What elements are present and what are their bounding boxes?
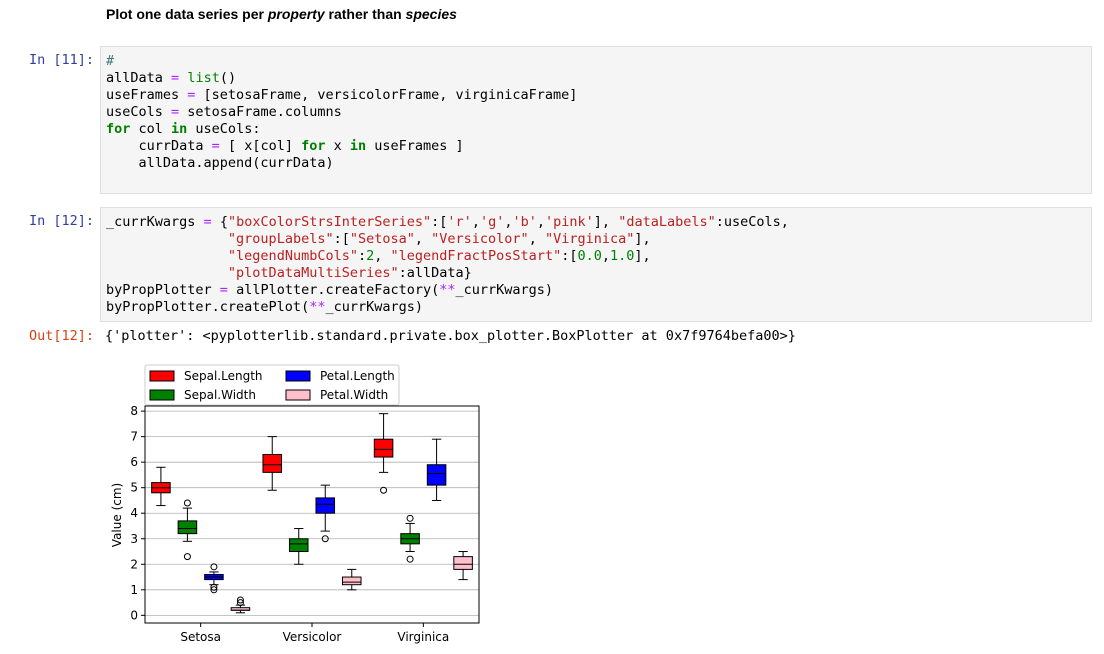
box <box>373 438 394 458</box>
box-petal-length <box>315 484 336 543</box>
cell-prompt: In [11]: <box>28 52 94 68</box>
x-tick-label: Virginica <box>397 630 449 644</box>
legend: Sepal.Length Sepal.Width Petal.Length Petal… <box>144 364 400 406</box>
box-sepal-length <box>151 466 171 507</box>
heading-emphasis: species <box>405 6 457 22</box>
heading-text: rather than <box>324 6 406 22</box>
legend-frame <box>144 364 400 406</box>
box-petal-length <box>204 563 224 594</box>
y-tick-label: 1 <box>130 583 138 597</box>
box-petal-length <box>426 438 447 501</box>
code-line: # <box>106 53 115 69</box>
gridlines <box>145 410 479 616</box>
legend-swatch <box>149 370 175 382</box>
section-heading: Plot one data series per property rather… <box>106 6 457 22</box>
box-sepal-width <box>177 499 198 561</box>
code-editor[interactable]: _currKwargs = {"boxColorStrsInterSeries"… <box>106 214 789 315</box>
box-petal-width <box>453 551 473 581</box>
axes-frame <box>144 405 480 624</box>
x-axis-ticks: Setosa Versicolor Virginica <box>180 623 449 644</box>
legend-label: Sepal.Width <box>184 388 256 402</box>
y-tick-label: 3 <box>130 532 138 546</box>
heading-emphasis: property <box>267 6 325 22</box>
outlier-point <box>406 514 414 522</box>
outlier-point <box>210 583 218 591</box>
output-text: {'plotter': <pyplotterlib.standard.priva… <box>105 328 796 344</box>
box <box>262 454 283 473</box>
outlier-point <box>210 563 218 571</box>
outlier-point <box>236 599 244 607</box>
x-tick-label: Versicolor <box>283 630 342 644</box>
y-tick-label: 2 <box>130 557 138 571</box>
box-plot-chart: 0 1 2 3 4 5 6 7 8 Setosa Versicolor Virginica Valu… <box>110 364 480 644</box>
outlier-point <box>183 553 191 561</box>
y-axis-ticks: 0 1 2 3 4 5 6 7 8 <box>130 404 145 622</box>
y-tick-label: 7 <box>130 430 138 444</box>
box-sepal-length <box>262 436 283 491</box>
legend-label: Petal.Length <box>320 369 395 383</box>
legend-swatch <box>285 370 311 382</box>
code-editor[interactable]: # allData = list() useFrames = [setosaFr… <box>106 53 578 171</box>
box-sepal-width <box>288 528 309 565</box>
box-petal-width <box>230 596 251 614</box>
heading-text: Plot one data series per <box>106 6 268 22</box>
code-cell[interactable]: # allData = list() useFrames = [setosaFr… <box>100 46 1092 194</box>
output-prompt: Out[12]: <box>28 328 94 344</box>
outlier-point <box>236 596 244 604</box>
x-tick-label: Setosa <box>180 630 221 644</box>
outlier-point <box>210 586 218 594</box>
cell-prompt: In [12]: <box>28 213 94 229</box>
box <box>315 497 336 514</box>
box <box>288 538 309 553</box>
legend-label: Sepal.Length <box>184 369 263 383</box>
box-sepal-width <box>400 514 420 563</box>
box <box>426 464 447 486</box>
y-tick-label: 4 <box>130 506 138 520</box>
y-tick-label: 5 <box>130 481 138 495</box>
code-cell[interactable]: _currKwargs = {"boxColorStrsInterSeries"… <box>100 207 1092 322</box>
outlier-point <box>380 486 388 494</box>
box <box>453 556 473 570</box>
plot-area <box>151 413 473 614</box>
legend-label: Petal.Width <box>320 388 388 402</box>
outlier-point <box>406 555 414 563</box>
outlier-point <box>183 499 191 507</box>
box-petal-width <box>341 568 362 591</box>
outlier-point <box>321 535 329 543</box>
y-tick-label: 8 <box>130 404 138 418</box>
y-axis-label: Value (cm) <box>110 483 124 547</box>
box <box>177 520 198 535</box>
box-sepal-length <box>373 413 394 494</box>
legend-swatch <box>285 389 311 401</box>
y-tick-label: 0 <box>130 608 138 622</box>
box <box>341 576 362 586</box>
y-tick-label: 6 <box>130 455 138 469</box>
legend-swatch <box>149 389 175 401</box>
